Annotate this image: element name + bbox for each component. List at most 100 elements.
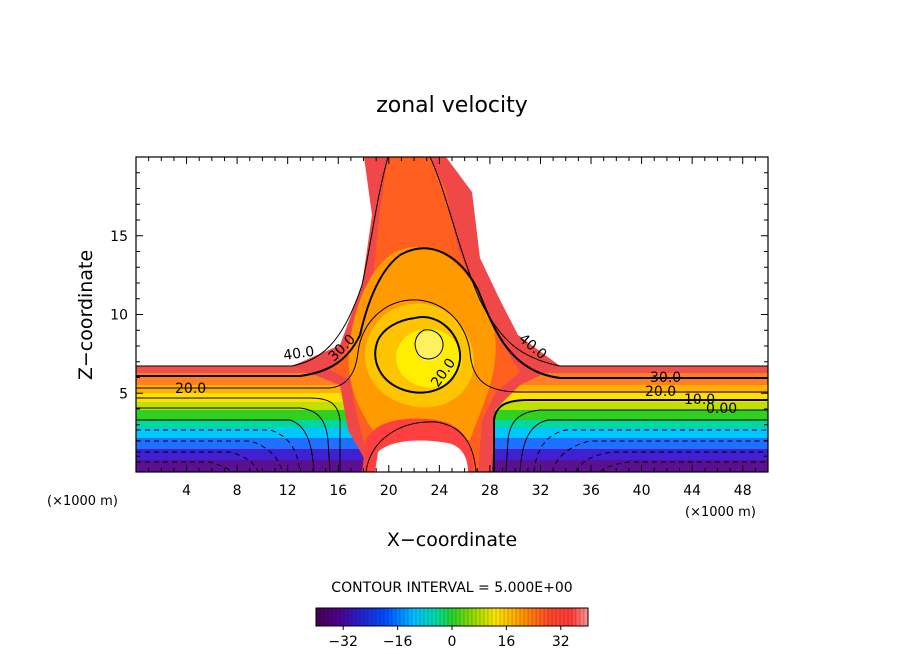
contour-line-0-right: [505, 409, 768, 472]
colorbar-cell: [352, 608, 357, 626]
colorbar-cell: [572, 608, 577, 626]
colorbar-cell: [512, 608, 517, 626]
colorbar-cell: [508, 608, 513, 626]
x-tick-label: 28: [481, 483, 499, 499]
colorbar-cell: [368, 608, 373, 626]
colorbar-cell: [576, 608, 581, 626]
chart-title: zonal velocity: [376, 93, 528, 118]
contour-line-20-core: [374, 316, 462, 394]
x-tick-label: 48: [734, 483, 752, 499]
contour-line-neg20-left: [136, 440, 283, 472]
x-unit-right: (×1000 m): [685, 505, 756, 520]
colorbar-cell: [388, 608, 393, 626]
contour-lines: [136, 157, 768, 472]
contour-line-cap: [365, 421, 477, 472]
colorbar-cell: [564, 608, 569, 626]
colorbar-cell: [492, 608, 497, 626]
contour-label-20-right: 20.0: [645, 384, 676, 400]
colorbar-cell: [372, 608, 377, 626]
colorbar-cell: [504, 608, 509, 626]
x-tick-label: 4: [182, 483, 191, 499]
x-tick-label: 32: [532, 483, 550, 499]
x-tick-label: 16: [329, 483, 347, 499]
colorbar-tick-label: 32: [552, 634, 570, 650]
colorbar-cell: [528, 608, 533, 626]
colorbar-cell: [440, 608, 445, 626]
x-axis-ticks: 4 8 12 16 20 24 28 32 36 40 44 48: [148, 157, 756, 499]
colorbar-tick-label: 16: [497, 634, 515, 650]
colorbar-cell: [560, 608, 565, 626]
colorbar-cell: [516, 608, 521, 626]
contour-labels: 40.0 30.0 20.0 20.0 40.0 30.0 20.0 10.0 …: [175, 331, 737, 417]
colorbar-cell: [404, 608, 409, 626]
colorbar-cell: [408, 608, 413, 626]
colorbar-cell: [520, 608, 525, 626]
colorbar-cell: [420, 608, 425, 626]
contour-line-40-left: [136, 157, 389, 367]
contour-label-10-right: 10.0: [684, 392, 715, 408]
colorbar-cell: [396, 608, 401, 626]
x-tick-label: 40: [633, 483, 651, 499]
colorbar-cell: [332, 608, 337, 626]
colorbar-cell: [484, 608, 489, 626]
colorbar: [315, 607, 589, 627]
contour-line-neg40-right: [599, 461, 768, 472]
colorbar-cell: [380, 608, 385, 626]
colorbar-cell: [336, 608, 341, 626]
colorbar-cell: [328, 608, 333, 626]
contour-line-neg30-right: [575, 451, 768, 472]
contour-line-0-left: [136, 407, 331, 472]
colorbar-cell: [540, 608, 545, 626]
colorbar-cell: [488, 608, 493, 626]
x-tick-label: 44: [683, 483, 701, 499]
contour-line-neg30-left: [136, 451, 259, 472]
colorbar-cell: [432, 608, 437, 626]
colorbar-cell: [344, 608, 349, 626]
x-tick-label: 12: [279, 483, 297, 499]
y-axis-ticks: 5 10 15: [110, 172, 768, 457]
colorbar-cell: [568, 608, 573, 626]
x-tick-label: 20: [380, 483, 398, 499]
colorbar-cell: [320, 608, 325, 626]
colorbar-cell: [460, 608, 465, 626]
fill-core-center: [415, 331, 444, 361]
fill-pocket-white: [375, 440, 468, 472]
y-tick-label: 15: [110, 229, 128, 245]
y-axis-label: Z−coordinate: [75, 250, 97, 380]
contour-label-40-left: 40.0: [282, 344, 315, 364]
contour-line-40-right: [429, 157, 768, 367]
x-tick-label: 24: [430, 483, 448, 499]
colorbar-cell: [496, 608, 501, 626]
colorbar-cell: [384, 608, 389, 626]
colorbar-cell: [316, 608, 321, 626]
colorbar-cell: [436, 608, 441, 626]
colorbar-cell: [580, 608, 585, 626]
colorbar-cell: [456, 608, 461, 626]
colorbar-cell: [452, 608, 457, 626]
colorbar-tick-label: −32: [328, 634, 358, 650]
colorbar-cell: [376, 608, 381, 626]
x-tick-label: 36: [582, 483, 600, 499]
colorbar-cell: [548, 608, 553, 626]
colorbar-cell: [348, 608, 353, 626]
contour-label-0-right: 0.00: [706, 401, 737, 417]
contour-line-neg5-right: [519, 419, 768, 472]
contour-line-neg40-left: [136, 461, 233, 472]
colorbar-ticks: −32 −16 0 16 32: [328, 626, 570, 650]
colorbar-tick-label: 0: [448, 634, 457, 650]
y-tick-label: 10: [110, 308, 128, 324]
colorbar-cell: [472, 608, 477, 626]
contour-line-neg20-right: [551, 440, 768, 472]
contour-label-30-right: 30.0: [650, 370, 681, 386]
x-unit-left: (×1000 m): [47, 494, 118, 509]
contour-line-20: [136, 299, 768, 393]
colorbar-cell: [584, 608, 589, 626]
contour-line-30: [136, 247, 768, 379]
colorbar-cell: [324, 608, 329, 626]
colorbar-cell: [424, 608, 429, 626]
colorbar-cell: [476, 608, 481, 626]
y-tick-label: 5: [119, 386, 128, 402]
x-axis-label: X−coordinate: [387, 529, 517, 551]
contour-line-neg5-left: [136, 419, 315, 472]
plot-area: 40.0 30.0 20.0 20.0 40.0 30.0 20.0 10.0 …: [136, 157, 768, 472]
